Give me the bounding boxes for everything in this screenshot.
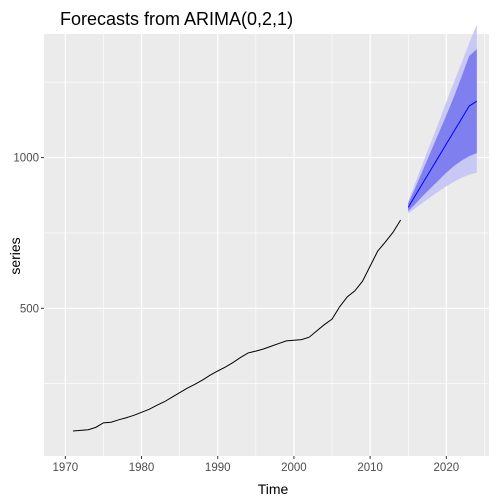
y-tick-label: 1000 bbox=[13, 153, 39, 165]
x-tick-label: 2020 bbox=[434, 462, 460, 474]
interval-80-band bbox=[408, 49, 477, 212]
minor-grid bbox=[44, 34, 489, 456]
prediction-intervals bbox=[408, 24, 477, 214]
x-tick-label: 1980 bbox=[129, 462, 155, 474]
x-axis-title: Time bbox=[258, 481, 289, 497]
observed-series-line bbox=[72, 219, 402, 432]
x-axis: 1970 1980 1990 2000 2010 2020 bbox=[53, 456, 460, 474]
chart-title: Forecasts from ARIMA(0,2,1) bbox=[60, 9, 293, 29]
x-tick-label: 1970 bbox=[53, 462, 79, 474]
y-axis: 500 1000 bbox=[13, 153, 44, 315]
forecast-mean-line bbox=[407, 100, 478, 208]
x-tick-label: 1990 bbox=[205, 462, 231, 474]
major-grid bbox=[44, 34, 489, 456]
x-tick-label: 2000 bbox=[281, 462, 307, 474]
y-tick-label: 500 bbox=[20, 303, 39, 315]
plot-panel bbox=[44, 34, 489, 456]
y-axis-title: series bbox=[7, 237, 23, 274]
x-tick-label: 2010 bbox=[357, 462, 383, 474]
series-lines bbox=[72, 100, 478, 432]
